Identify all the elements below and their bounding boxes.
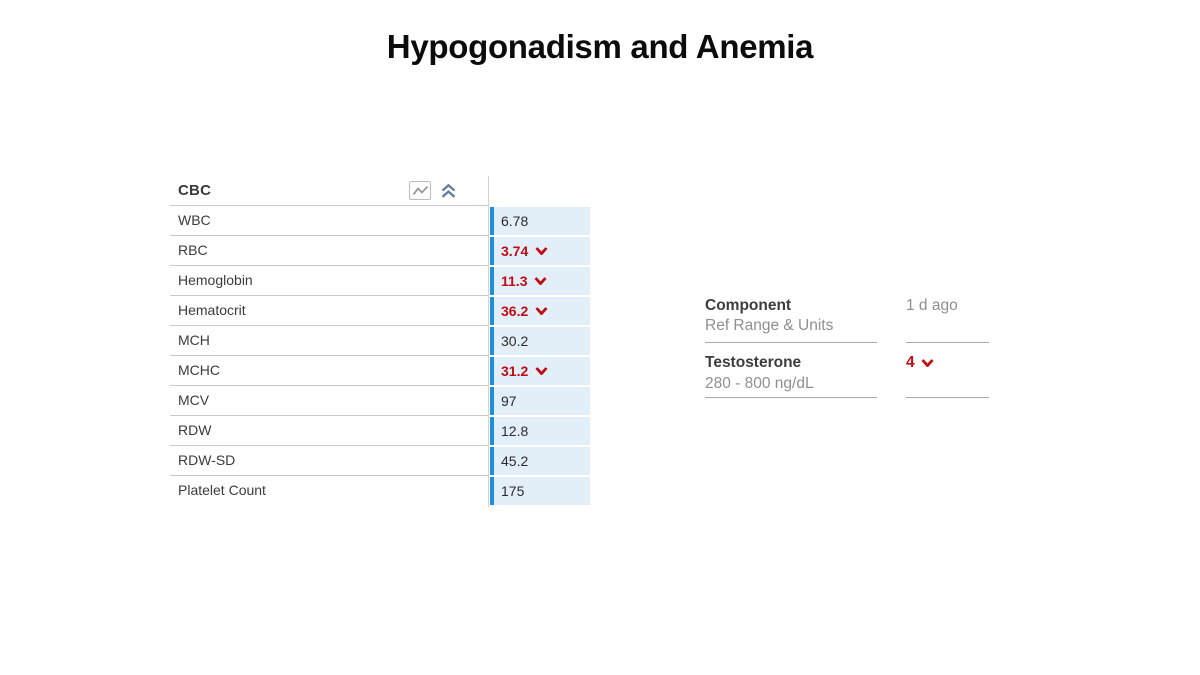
slide-title: Hypogonadism and Anemia [386,28,814,65]
component-row[interactable]: Testosterone 280 - 800 ng/dL [705,343,877,398]
component-value-cell[interactable]: 4 [906,343,989,398]
lab-value-cell[interactable]: 45.2 [490,447,590,475]
abnormal-low-arrow-icon [535,247,548,255]
lab-value-cell[interactable]: 12.8 [490,417,590,445]
lab-value-cell[interactable]: 36.2 [490,297,590,325]
lab-result-row[interactable]: RDW 12.8 [170,416,590,446]
result-time-label: 1 d ago [906,297,958,314]
cbc-panel-title: CBC [178,182,212,199]
lab-name: Hemoglobin [170,266,488,296]
double-chevron-up-icon[interactable] [438,182,458,199]
lab-value: 175 [501,483,525,499]
lab-value-cell[interactable]: 6.78 [490,207,590,235]
lab-result-row[interactable]: WBC 6.78 [170,206,590,236]
cbc-panel-toolbar [409,181,458,200]
lab-name: RDW [170,416,488,446]
lab-result-row[interactable]: Hemoglobin 11.3 [170,266,590,296]
component-ref-range: 280 - 800 ng/dL [705,375,814,392]
lab-value-cell[interactable]: 31.2 [490,357,590,385]
time-column-header: 1 d ago [906,290,989,343]
lab-result-row[interactable]: Hematocrit 36.2 [170,296,590,326]
cbc-panel-header: CBC [170,176,488,206]
lab-name: MCH [170,326,488,356]
lab-value: 11.3 [501,273,528,289]
component-header-label: Component [705,297,792,314]
lab-value: 4 [906,354,915,371]
component-name: Testosterone [705,354,802,371]
abnormal-low-arrow-icon [535,367,548,375]
result-time-column: 1 d ago 4 [892,290,989,398]
lab-result-row[interactable]: MCH 30.2 [170,326,590,356]
cbc-rows: WBC 6.78 RBC 3.74 Hemoglobin 11.3 Hemato… [170,206,590,506]
lab-value-cell[interactable]: 97 [490,387,590,415]
component-value: 4 [906,354,934,371]
abnormal-low-arrow-icon [921,359,934,368]
lab-value: 3.74 [501,243,529,259]
lab-value: 97 [501,393,517,409]
column-divider [488,176,489,507]
ref-range-header-label: Ref Range & Units [705,317,834,334]
component-results-panel: Component Ref Range & Units Testosterone… [705,290,989,398]
lab-value-cell[interactable]: 30.2 [490,327,590,355]
lab-name: Hematocrit [170,296,488,326]
lab-value-cell[interactable]: 11.3 [490,267,590,295]
lab-value-cell[interactable]: 3.74 [490,237,590,265]
lab-result-row[interactable]: RBC 3.74 [170,236,590,266]
component-column-header: Component Ref Range & Units [705,290,877,343]
lab-name: RDW-SD [170,446,488,476]
lab-value: 36.2 [501,303,529,319]
lab-value: 45.2 [501,453,529,469]
abnormal-low-arrow-icon [535,307,548,315]
lab-result-row[interactable]: MCV 97 [170,386,590,416]
lab-value-cell[interactable]: 175 [490,477,590,505]
lab-result-row[interactable]: RDW-SD 45.2 [170,446,590,476]
lab-value: 31.2 [501,363,529,379]
lab-value: 30.2 [501,333,529,349]
lab-name: WBC [170,206,488,236]
lab-name: RBC [170,236,488,266]
cbc-results-panel: CBC WBC 6.78 [170,176,590,507]
abnormal-low-arrow-icon [534,277,548,285]
lab-value: 12.8 [501,423,529,439]
lab-value: 6.78 [501,213,529,229]
lab-result-row[interactable]: Platelet Count 175 [170,476,590,506]
lab-name: Platelet Count [170,476,488,506]
component-column: Component Ref Range & Units Testosterone… [705,290,877,398]
lab-name: MCV [170,386,488,416]
lab-result-row[interactable]: MCHC 31.2 [170,356,590,386]
line-chart-icon[interactable] [409,181,431,200]
lab-name: MCHC [170,356,488,386]
